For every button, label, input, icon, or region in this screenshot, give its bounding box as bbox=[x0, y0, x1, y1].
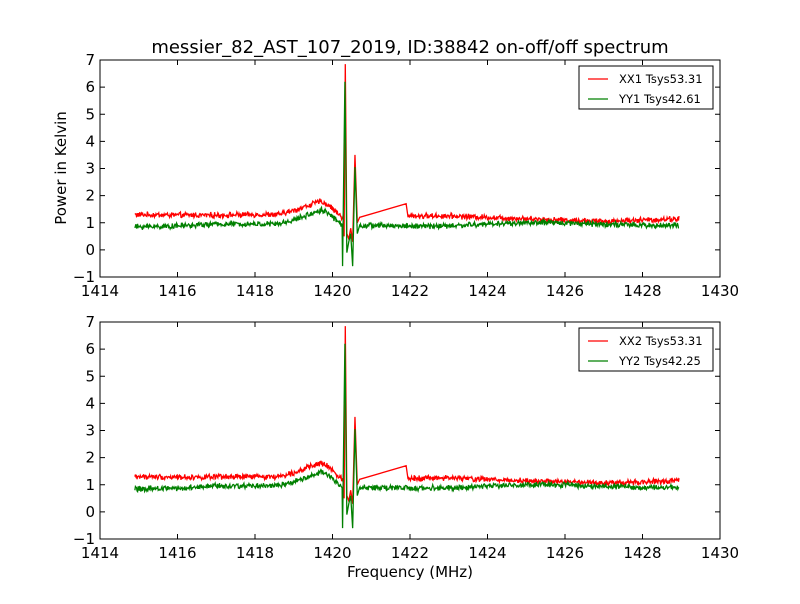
y-tick-label: 4 bbox=[85, 132, 95, 150]
series-line-yy1 bbox=[134, 81, 680, 267]
y-tick-label: 5 bbox=[85, 367, 95, 385]
y-tick-label: 3 bbox=[85, 422, 95, 440]
y-tick-label: 4 bbox=[85, 394, 95, 412]
y-tick-label: 1 bbox=[85, 214, 95, 232]
x-tick-label: 1430 bbox=[701, 544, 739, 562]
x-tick-label: 1420 bbox=[313, 544, 351, 562]
x-tick-label: 1416 bbox=[158, 282, 196, 300]
spectrum-panel-top: 1414 1416 1418 1420 1422 1424 1426 1428 1430−101… bbox=[73, 51, 739, 300]
y-tick-label: 7 bbox=[85, 51, 95, 69]
y-tick-label: 6 bbox=[85, 78, 95, 96]
spectrum-panel-bottom: 1414 1416 1418 1420 1422 1424 1426 1428 1430−101… bbox=[73, 313, 739, 562]
y-axis-label: Power in Kelvin bbox=[52, 111, 70, 225]
x-tick-label: 1422 bbox=[391, 282, 429, 300]
y-tick-label: 0 bbox=[85, 241, 95, 259]
x-tick-label: 1414 bbox=[81, 544, 119, 562]
legend: XX2 Tsys53.31 YY2 Tsys42.25 bbox=[578, 327, 714, 372]
x-tick-label: 1430 bbox=[701, 282, 739, 300]
x-tick-label: 1424 bbox=[468, 544, 506, 562]
series-line-xx1 bbox=[134, 64, 680, 242]
y-tick-label: 1 bbox=[85, 476, 95, 494]
y-tick-label: −1 bbox=[73, 530, 95, 548]
x-tick-label: 1418 bbox=[236, 282, 274, 300]
x-tick-label: 1418 bbox=[236, 544, 274, 562]
x-tick-label: 1416 bbox=[158, 544, 196, 562]
x-tick-label: 1428 bbox=[623, 282, 661, 300]
x-tick-label: 1428 bbox=[623, 544, 661, 562]
series-line-yy2 bbox=[134, 343, 680, 529]
y-tick-label: 3 bbox=[85, 160, 95, 178]
x-tick-label: 1414 bbox=[81, 282, 119, 300]
legend-entry: XX2 Tsys53.31 bbox=[619, 334, 703, 348]
y-tick-label: −1 bbox=[73, 268, 95, 286]
y-tick-label: 2 bbox=[85, 187, 95, 205]
chart-title: messier_82_AST_107_2019, ID:38842 on-off… bbox=[151, 37, 668, 58]
legend-entry: YY1 Tsys42.61 bbox=[618, 92, 701, 106]
series-line-xx2 bbox=[134, 326, 680, 504]
x-tick-label: 1422 bbox=[391, 544, 429, 562]
y-tick-label: 7 bbox=[85, 313, 95, 331]
legend: XX1 Tsys53.31 YY1 Tsys42.61 bbox=[578, 65, 714, 110]
y-tick-label: 5 bbox=[85, 105, 95, 123]
legend-entry: YY2 Tsys42.25 bbox=[618, 354, 701, 368]
y-tick-label: 6 bbox=[85, 340, 95, 358]
y-tick-label: 0 bbox=[85, 503, 95, 521]
y-tick-label: 2 bbox=[85, 449, 95, 467]
x-tick-label: 1426 bbox=[546, 282, 584, 300]
legend-entry: XX1 Tsys53.31 bbox=[619, 72, 703, 86]
x-tick-label: 1424 bbox=[468, 282, 506, 300]
x-tick-label: 1426 bbox=[546, 544, 584, 562]
x-tick-label: 1420 bbox=[313, 282, 351, 300]
x-axis-label: Frequency (MHz) bbox=[347, 563, 473, 581]
